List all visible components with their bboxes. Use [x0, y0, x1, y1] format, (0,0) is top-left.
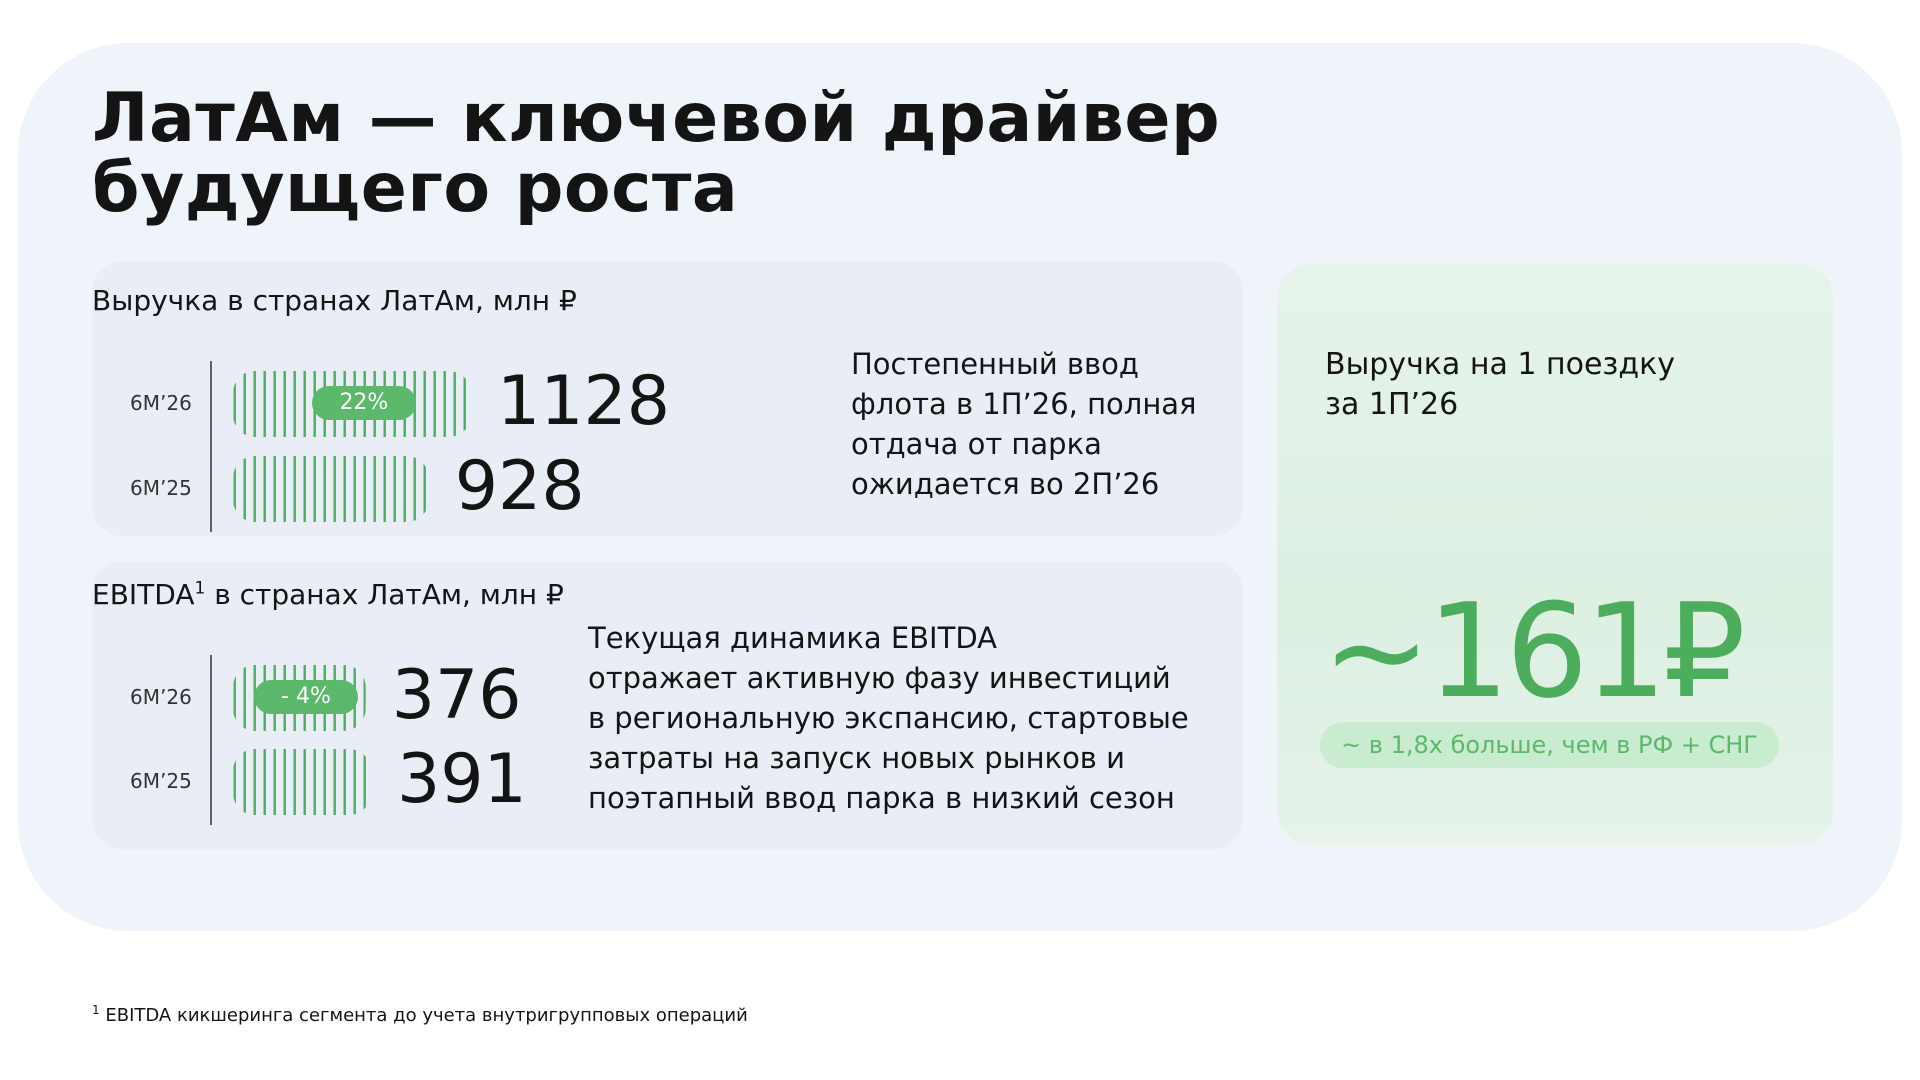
- bar: [233, 749, 371, 815]
- per-trip-value: ~161₽: [1322, 575, 1746, 727]
- category-label: 6M’25: [130, 769, 192, 793]
- category-label: 6M’26: [130, 391, 192, 415]
- note-line: отражает активную фазу инвестиций: [588, 661, 1171, 695]
- ebitda-label-main: EBITDA: [92, 578, 195, 611]
- ebitda-label: EBITDA1 в странах ЛатАм, млн ₽: [92, 578, 564, 611]
- ebitda-label-rest: в странах ЛатАм, млн ₽: [205, 578, 564, 611]
- bar: [233, 456, 429, 522]
- comparison-pill: ~ в 1,8х больше, чем в РФ + СНГ: [1320, 722, 1779, 768]
- bar-value: 376: [391, 656, 522, 735]
- per-trip-label: Выручка на 1 поездку: [1325, 347, 1675, 382]
- note-line: ожидается во 2П’26: [851, 467, 1160, 501]
- note-line: флота в 1П’26, полная: [851, 387, 1197, 421]
- note-line: затраты на запуск новых рынков и: [588, 741, 1125, 775]
- category-label: 6M’26: [130, 685, 192, 709]
- footnote-text: EBITDA кикшеринга сегмента до учета внут…: [99, 1005, 748, 1026]
- revenue-label: Выручка в странах ЛатАм, млн ₽: [92, 284, 577, 317]
- change-badge: - 4%: [253, 680, 358, 714]
- title-line: будущего роста: [92, 149, 739, 228]
- note-line: в региональную экспансию, стартовые: [588, 701, 1189, 735]
- category-label: 6M’25: [130, 476, 192, 500]
- note-line: поэтапный ввод парка в низкий сезон: [588, 781, 1175, 815]
- footnote-mark: 1: [92, 1003, 100, 1017]
- per-trip-label: за 1П’26: [1325, 387, 1459, 422]
- note-line: отдача от парка: [851, 427, 1102, 461]
- title-line: ЛатАм — ключевой драйвер: [92, 79, 1221, 158]
- bar-value: 1128: [497, 362, 671, 441]
- note-line: Постепенный ввод: [851, 347, 1139, 381]
- bar-value: 391: [397, 740, 527, 819]
- note-line: Текущая динамика EBITDA: [588, 621, 997, 655]
- footnote: 1 EBITDA кикшеринга сегмента до учета вн…: [92, 1003, 748, 1026]
- bar-value: 928: [454, 447, 585, 526]
- change-badge: 22%: [311, 386, 416, 420]
- footnote-ref: 1: [194, 578, 206, 599]
